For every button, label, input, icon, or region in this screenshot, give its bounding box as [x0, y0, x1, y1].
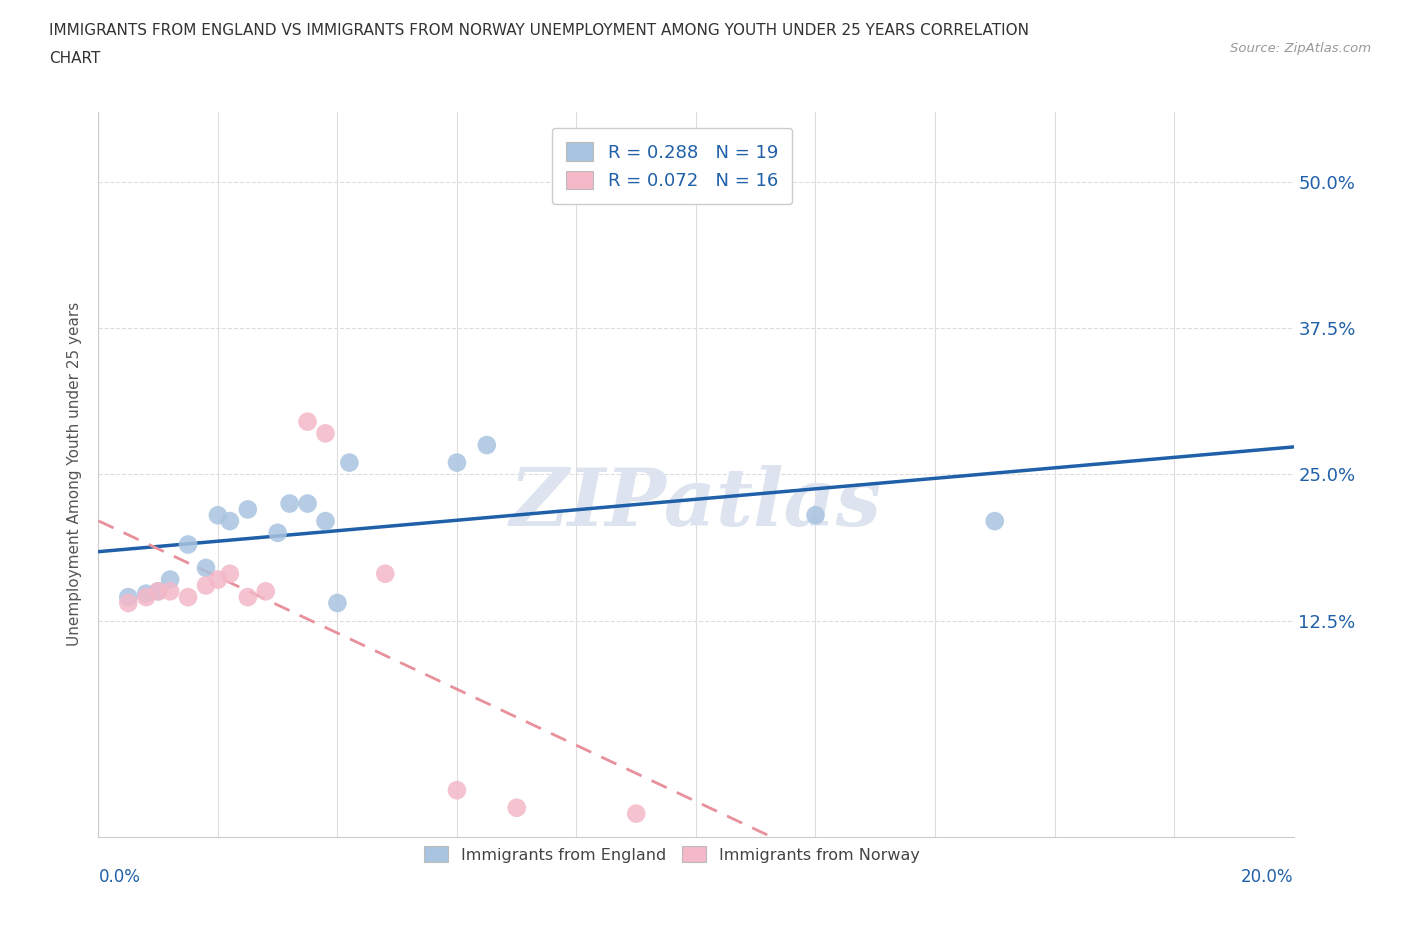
Point [195, 578, 218, 593]
Point [135, 586, 157, 601]
Text: CHART: CHART [49, 51, 101, 66]
Point [475, 438, 498, 453]
Text: 20.0%: 20.0% [1241, 868, 1294, 885]
Point [219, 513, 242, 528]
Point [254, 584, 277, 599]
Point [374, 566, 396, 581]
Point [506, 801, 529, 816]
Point [326, 595, 349, 610]
Legend: Immigrants from England, Immigrants from Norway: Immigrants from England, Immigrants from… [418, 840, 927, 869]
Point [315, 513, 337, 528]
Point [135, 590, 157, 604]
Point [297, 496, 319, 511]
Text: 0.0%: 0.0% [98, 868, 141, 885]
Point [207, 572, 229, 587]
Y-axis label: Unemployment Among Youth under 25 years: Unemployment Among Youth under 25 years [67, 302, 83, 646]
Text: IMMIGRANTS FROM ENGLAND VS IMMIGRANTS FROM NORWAY UNEMPLOYMENT AMONG YOUTH UNDER: IMMIGRANTS FROM ENGLAND VS IMMIGRANTS FR… [49, 23, 1029, 38]
Point [236, 590, 259, 604]
Point [315, 426, 337, 441]
Point [297, 414, 319, 429]
Point [177, 537, 200, 551]
Point [148, 584, 170, 599]
Point [177, 590, 200, 604]
Point [446, 783, 468, 798]
Point [804, 508, 827, 523]
Text: ZIPatlas: ZIPatlas [510, 465, 882, 542]
Point [117, 595, 139, 610]
Point [159, 572, 181, 587]
Point [339, 455, 361, 470]
Point [446, 455, 468, 470]
Point [984, 513, 1007, 528]
Point [117, 590, 139, 604]
Point [195, 561, 218, 576]
Point [626, 806, 648, 821]
Point [159, 584, 181, 599]
Point [219, 566, 242, 581]
Point [278, 496, 301, 511]
Point [207, 508, 229, 523]
Point [236, 502, 259, 517]
Point [148, 584, 170, 599]
Point [267, 525, 290, 540]
Text: Source: ZipAtlas.com: Source: ZipAtlas.com [1230, 42, 1371, 55]
